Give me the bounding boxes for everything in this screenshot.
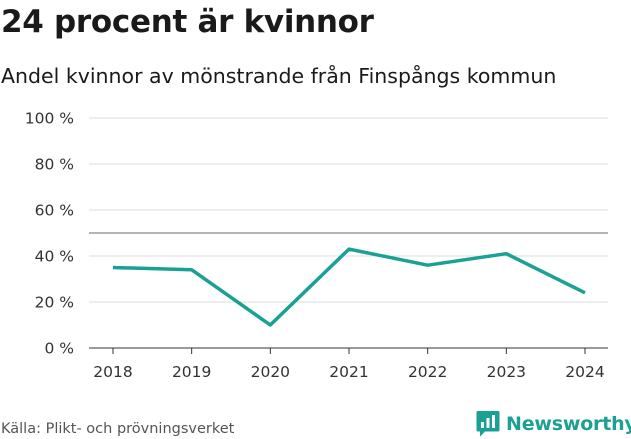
x-axis-tick-labels: 2018 2019 2020 2021 2022 2023 2024: [93, 348, 605, 381]
x-tick-label-2022: 2022: [408, 363, 447, 381]
series-layer: [112, 247, 586, 327]
x-tick-label-2024: 2024: [565, 363, 604, 381]
series-line-0: [112, 247, 586, 327]
brand-logo: Newsworthy: [476, 409, 631, 439]
y-tick-label-40: 40 %: [35, 248, 74, 266]
brand-name: Newsworthy: [506, 413, 631, 435]
y-axis-tick-labels: 0 % 20 % 40 % 60 % 80 % 100 %: [25, 110, 74, 358]
x-tick-label-2021: 2021: [329, 363, 368, 381]
chart-subtitle: Andel kvinnor av mönstrande från Finspån…: [1, 64, 557, 88]
x-tick-label-2018: 2018: [93, 363, 132, 381]
chart-title: 24 procent är kvinnor: [1, 4, 374, 40]
y-tick-label-20: 20 %: [35, 294, 74, 312]
newsworthy-logo-icon: [476, 411, 500, 437]
y-tick-label-80: 80 %: [35, 156, 74, 174]
y-tick-label-100: 100 %: [25, 110, 74, 128]
line-chart: 0 % 20 % 40 % 60 % 80 % 100 % 2018 2019 2020 202…: [25, 110, 608, 381]
x-tick-label-2019: 2019: [172, 363, 211, 381]
x-tick-label-2023: 2023: [487, 363, 526, 381]
y-tick-label-0: 0 %: [44, 340, 74, 358]
x-tick-label-2020: 2020: [251, 363, 290, 381]
source-note: Källa: Plikt- och prövningsverket: [1, 421, 235, 437]
y-tick-label-60: 60 %: [35, 202, 74, 220]
gridlines: [89, 117, 608, 303]
